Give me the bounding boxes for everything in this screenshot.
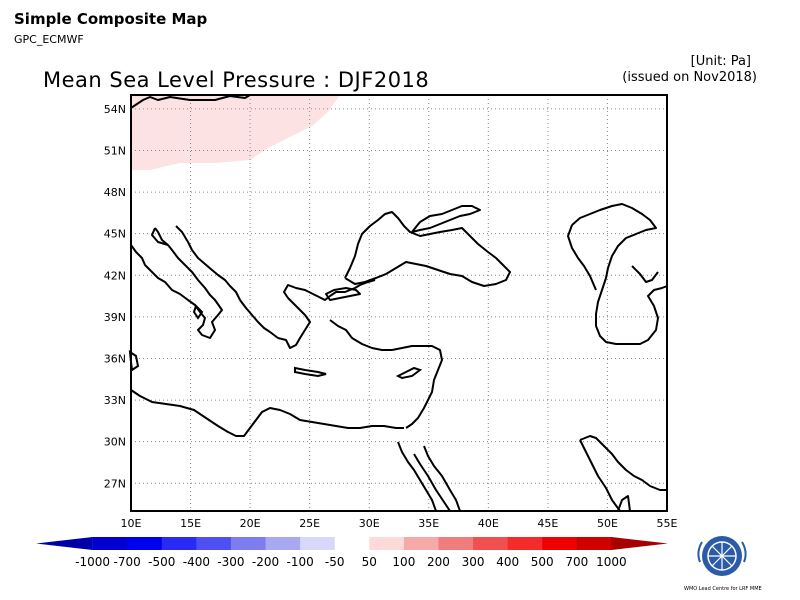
lat-label: 27N xyxy=(104,477,126,490)
lon-label: 35E xyxy=(418,517,439,530)
app-subtitle: GPC_ECMWF xyxy=(14,33,84,46)
lon-label: 15E xyxy=(180,517,201,530)
lat-label: 45N xyxy=(104,228,126,241)
colorbar-segment xyxy=(92,537,128,550)
colorbar-tick-label: -200 xyxy=(252,555,279,569)
colorbar-segment xyxy=(403,537,439,550)
colorbar-tick-label: -50 xyxy=(325,555,345,569)
lon-label: 25E xyxy=(299,517,320,530)
lat-label: 33N xyxy=(104,394,126,407)
longitude-labels: 10E 15E 20E 25E 30E 35E 40E 45E 50E 55E xyxy=(121,517,678,530)
colorbar-segment xyxy=(300,537,336,550)
lon-label: 45E xyxy=(537,517,558,530)
colorbar-tick-label: -300 xyxy=(217,555,244,569)
colorbar-segment xyxy=(334,537,370,550)
logo-text: WMO Lead Centre for LRF MME xyxy=(684,586,762,592)
colorbar-labels: -1000 -700 -500 -400 -300 -200 -100 -50 50 100 200… xyxy=(75,555,627,569)
colorbar-tick-label: 300 xyxy=(462,555,485,569)
lon-label: 40E xyxy=(478,517,499,530)
colorbar-segment xyxy=(161,537,197,550)
colorbar-tick-label: 100 xyxy=(392,555,415,569)
lon-label: 10E xyxy=(121,517,142,530)
colorbar-tick-label: -1000 xyxy=(75,555,110,569)
lat-label: 48N xyxy=(104,186,126,199)
unit-label: [Unit: Pa] xyxy=(690,54,751,69)
colorbar-segment xyxy=(542,537,578,550)
colorbar-tick-label: 700 xyxy=(565,555,588,569)
colorbar-segment xyxy=(265,537,301,550)
colorbar-tick-label: 1000 xyxy=(596,555,627,569)
colorbar-segment xyxy=(196,537,232,550)
colorbar-segment xyxy=(230,537,267,550)
map-frame xyxy=(130,94,668,512)
colorbar-tick-label: 50 xyxy=(362,555,377,569)
anomaly-shading xyxy=(131,95,340,170)
lon-label: 50E xyxy=(597,517,618,530)
lat-label: 51N xyxy=(104,144,126,157)
lat-label: 42N xyxy=(104,269,126,282)
colorbar-tick-label: -400 xyxy=(183,555,210,569)
colorbar-segment xyxy=(369,537,405,550)
colorbar-segment xyxy=(576,537,612,550)
colorbar-segment xyxy=(36,537,93,550)
lat-label: 39N xyxy=(104,311,126,324)
lon-label: 30E xyxy=(359,517,380,530)
map-title: Mean Sea Level Pressure : DJF2018 xyxy=(43,68,430,92)
wmo-logo-icon xyxy=(697,536,747,576)
lat-label: 36N xyxy=(104,352,126,365)
colorbar-segment xyxy=(507,537,543,550)
colorbar-tick-label: 500 xyxy=(531,555,554,569)
lat-label: 30N xyxy=(104,436,126,449)
colorbar-segment xyxy=(438,537,474,550)
colorbar-segment xyxy=(473,537,509,550)
colorbar-tick-label: -100 xyxy=(287,555,314,569)
colorbar-tick-label: -500 xyxy=(148,555,175,569)
colorbar-segment xyxy=(611,537,668,550)
colorbar-tick-label: 400 xyxy=(496,555,519,569)
colorbar xyxy=(36,537,668,550)
app-title: Simple Composite Map xyxy=(14,10,208,28)
lon-label: 20E xyxy=(240,517,261,530)
colorbar-tick-label: -700 xyxy=(114,555,141,569)
lon-label: 55E xyxy=(657,517,678,530)
colorbar-tick-label: 200 xyxy=(427,555,450,569)
issued-label: (issued on Nov2018) xyxy=(622,70,757,85)
lat-label: 54N xyxy=(104,103,126,116)
coastlines xyxy=(131,95,667,511)
colorbar-segment xyxy=(127,537,163,550)
latitude-labels: 54N 51N 48N 45N 42N 39N 36N 33N 30N 27N xyxy=(104,103,126,490)
